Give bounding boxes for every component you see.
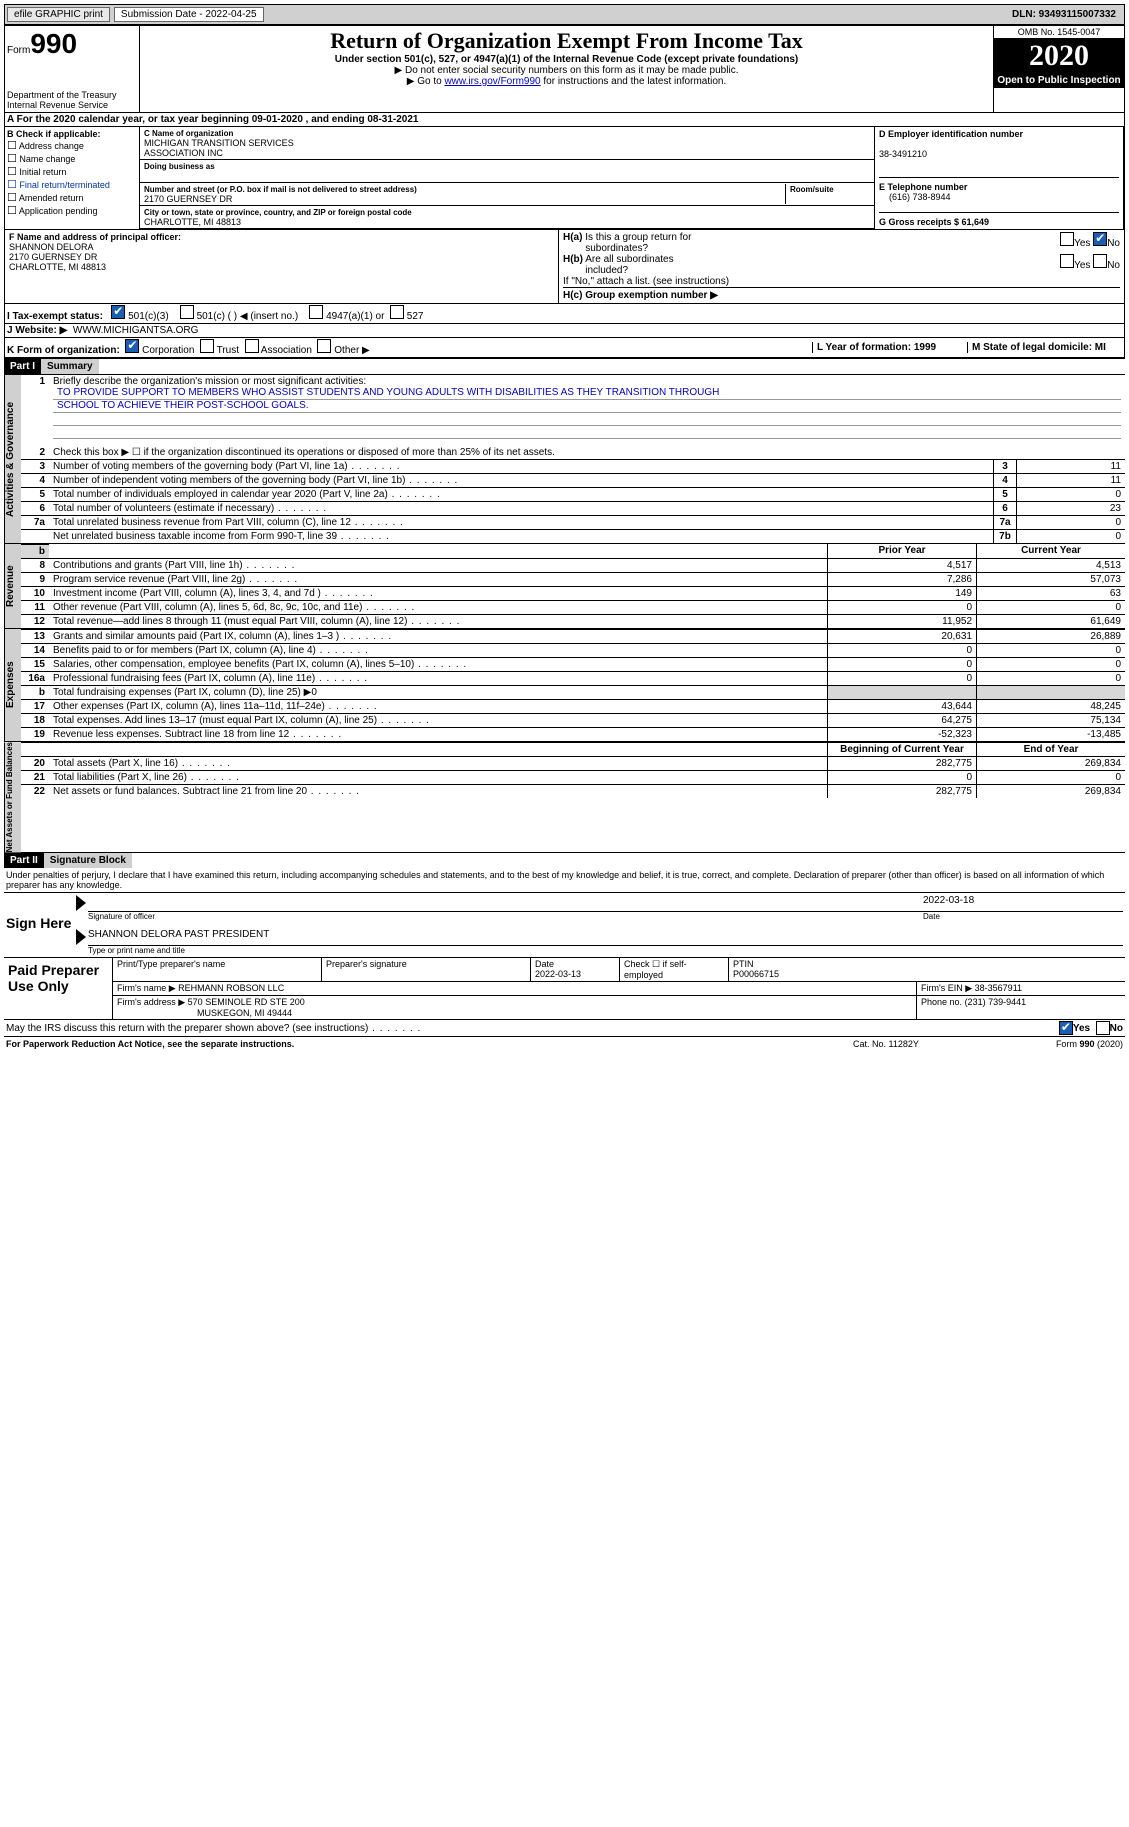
exp-line: 19Revenue less expenses. Subtract line 1…	[21, 727, 1125, 741]
gov-line: 5Total number of individuals employed in…	[21, 487, 1125, 501]
arrow-icon	[76, 895, 86, 911]
hb-no-checkbox[interactable]	[1093, 254, 1107, 268]
side-revenue: Revenue	[4, 544, 21, 628]
subtitle-3: ▶ Go to www.irs.gov/Form990 for instruct…	[144, 76, 989, 87]
netassets-block: Net Assets or Fund Balances Beginning of…	[4, 741, 1125, 852]
exp-line: 17Other expenses (Part IX, column (A), l…	[21, 699, 1125, 713]
i-527-checkbox[interactable]	[390, 305, 404, 319]
rev-line: 8Contributions and grants (Part VIII, li…	[21, 558, 1125, 572]
i-501c3-checkbox[interactable]	[111, 305, 125, 319]
sign-area: Sign Here 2022-03-18 Signature of office…	[4, 892, 1125, 957]
exp-line: 18Total expenses. Add lines 13–17 (must …	[21, 713, 1125, 727]
rev-line: 10Investment income (Part VIII, column (…	[21, 586, 1125, 600]
gov-line: 3Number of voting members of the governi…	[21, 459, 1125, 473]
rev-line: 12Total revenue—add lines 8 through 11 (…	[21, 614, 1125, 628]
form-number-box: Form990 Department of the Treasury Inter…	[5, 26, 140, 112]
exp-line: bTotal fundraising expenses (Part IX, co…	[21, 685, 1125, 699]
footer: For Paperwork Reduction Act Notice, see …	[4, 1036, 1125, 1051]
line-j: J Website: ▶ WWW.MICHIGANTSA.ORG	[5, 323, 1124, 337]
gov-line: 4Number of independent voting members of…	[21, 473, 1125, 487]
gov-line: Net unrelated business taxable income fr…	[21, 529, 1125, 543]
net-line: 20Total assets (Part X, line 16)282,7752…	[21, 756, 1125, 770]
block-d: D Employer identification number38-34912…	[874, 127, 1124, 229]
discuss-no-checkbox[interactable]	[1096, 1021, 1110, 1035]
form-990: 990	[30, 28, 77, 59]
k-trust-checkbox[interactable]	[200, 339, 214, 353]
block-c: C Name of organization MICHIGAN TRANSITI…	[140, 127, 874, 229]
k-other-checkbox[interactable]	[317, 339, 331, 353]
net-line: 22Net assets or fund balances. Subtract …	[21, 784, 1125, 798]
side-netassets: Net Assets or Fund Balances	[4, 742, 21, 852]
tax-year: 2020	[994, 39, 1124, 73]
ha-no-checkbox[interactable]	[1093, 232, 1107, 246]
line-klm: K Form of organization: Corporation Trus…	[5, 337, 1124, 357]
i-501c-checkbox[interactable]	[180, 305, 194, 319]
exp-line: 14Benefits paid to or for members (Part …	[21, 643, 1125, 657]
declaration: Under penalties of perjury, I declare th…	[4, 868, 1125, 892]
rev-line: 11Other revenue (Part VIII, column (A), …	[21, 600, 1125, 614]
efile-button[interactable]: efile GRAPHIC print	[7, 7, 110, 22]
gov-line: 6Total number of volunteers (estimate if…	[21, 501, 1125, 515]
irs-label: Internal Revenue Service	[7, 100, 137, 110]
k-assoc-checkbox[interactable]	[245, 339, 259, 353]
net-line: 21Total liabilities (Part X, line 26)00	[21, 770, 1125, 784]
dept-treasury: Department of the Treasury	[7, 90, 137, 100]
top-bar: efile GRAPHIC print Submission Date - 20…	[4, 4, 1125, 25]
line-i: I Tax-exempt status: 501(c)(3) 501(c) ( …	[5, 303, 1124, 323]
part1-header: Part ISummary	[4, 358, 1125, 374]
k-corp-checkbox[interactable]	[125, 339, 139, 353]
hb-yes-checkbox[interactable]	[1060, 254, 1074, 268]
block-h: H(a) Is this a group return for subordin…	[559, 230, 1124, 303]
year-box: OMB No. 1545-0047 2020 Open to Public In…	[993, 26, 1124, 112]
omb-number: OMB No. 1545-0047	[994, 26, 1124, 39]
subtitle-2: ▶ Do not enter social security numbers o…	[144, 65, 989, 76]
block-b: B Check if applicable: ☐ Address change …	[5, 127, 140, 229]
arrow-icon	[76, 929, 86, 945]
exp-line: 15Salaries, other compensation, employee…	[21, 657, 1125, 671]
may-discuss: May the IRS discuss this return with the…	[4, 1019, 1125, 1036]
rev-line: 9Program service revenue (Part VIII, lin…	[21, 572, 1125, 586]
gov-line: 7aTotal unrelated business revenue from …	[21, 515, 1125, 529]
paid-preparer: Paid Preparer Use Only Print/Type prepar…	[4, 957, 1125, 1019]
line-a: A For the 2020 calendar year, or tax yea…	[5, 112, 1124, 126]
i-4947-checkbox[interactable]	[309, 305, 323, 319]
governance-block: Activities & Governance 1 Briefly descri…	[4, 374, 1125, 543]
ha-yes-checkbox[interactable]	[1060, 232, 1074, 246]
form-title: Return of Organization Exempt From Incom…	[144, 28, 989, 54]
exp-line: 13Grants and similar amounts paid (Part …	[21, 629, 1125, 643]
expenses-block: Expenses 13Grants and similar amounts pa…	[4, 628, 1125, 741]
subtitle-1: Under section 501(c), 527, or 4947(a)(1)…	[144, 54, 989, 65]
discuss-yes-checkbox[interactable]	[1059, 1021, 1073, 1035]
irs-link[interactable]: www.irs.gov/Form990	[444, 76, 540, 87]
side-expenses: Expenses	[4, 629, 21, 741]
title-box: Return of Organization Exempt From Incom…	[140, 26, 993, 112]
part2-header: Part IISignature Block	[4, 852, 1125, 868]
side-governance: Activities & Governance	[4, 375, 21, 543]
form-word: Form	[7, 45, 30, 56]
exp-line: 16aProfessional fundraising fees (Part I…	[21, 671, 1125, 685]
dln-number: DLN: 93493115007332	[1012, 9, 1122, 20]
header-block: Form990 Department of the Treasury Inter…	[4, 25, 1125, 358]
open-inspection: Open to Public Inspection	[994, 73, 1124, 88]
block-f: F Name and address of principal officer:…	[5, 230, 559, 303]
submission-date: Submission Date - 2022-04-25	[114, 7, 264, 22]
revenue-block: Revenue b Prior Year Current Year 8Contr…	[4, 543, 1125, 628]
